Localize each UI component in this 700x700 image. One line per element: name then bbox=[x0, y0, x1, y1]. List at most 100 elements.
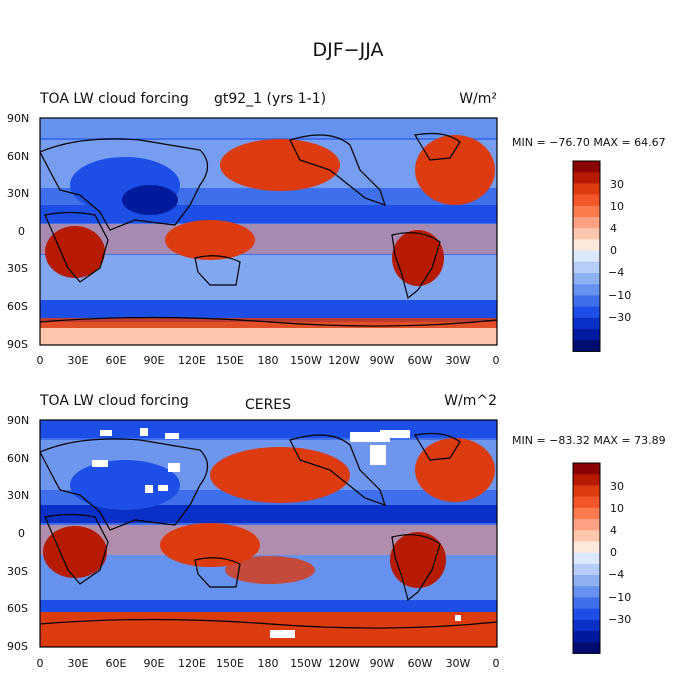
panel-2-xtick: 150E bbox=[216, 657, 244, 670]
panel-1-xtick: 60W bbox=[408, 354, 433, 367]
panel-2-ytick: 60N bbox=[7, 452, 29, 465]
panel-1-xtick: 120E bbox=[178, 354, 206, 367]
panel-1-colorbar-swatches bbox=[572, 160, 601, 352]
colorbar-swatch bbox=[573, 608, 600, 621]
panel-1: TOA LW cloud forcing gt92_1 (yrs 1-1) W/… bbox=[7, 91, 666, 367]
panel-1-xtick: 90W bbox=[370, 354, 395, 367]
colorbar-swatch bbox=[573, 295, 600, 307]
panel-1-xtick: 30W bbox=[446, 354, 471, 367]
colorbar-swatch bbox=[573, 463, 600, 475]
panel-2-xtick: 0 bbox=[493, 657, 500, 670]
panel-2-xtick: 90W bbox=[370, 657, 395, 670]
panel-2-xtick: 90E bbox=[144, 657, 165, 670]
panel-2-patch-asia bbox=[70, 460, 180, 510]
colorbar-swatch bbox=[573, 161, 600, 173]
panel-2-ytick: 60S bbox=[7, 602, 28, 615]
colorbar-swatch bbox=[573, 619, 600, 632]
colorbar-swatch bbox=[573, 340, 600, 352]
panel-1-cb-label: 30 bbox=[610, 178, 624, 191]
panel-1-frame bbox=[39, 117, 498, 346]
panel-1-ytick: 90S bbox=[7, 338, 28, 351]
panel-2-patch-maritime bbox=[160, 523, 260, 567]
panel-1-cb-label: −4 bbox=[608, 266, 624, 279]
panel-1-patch-africa bbox=[45, 226, 105, 278]
panel-2-xtick: 180 bbox=[258, 657, 279, 670]
colorbar-swatch bbox=[573, 485, 600, 497]
panel-2-patch-n-atlantic bbox=[415, 438, 495, 502]
colorbar-swatch bbox=[573, 552, 600, 565]
panel-2-cb-label: −4 bbox=[608, 568, 624, 581]
panel-1-xtick: 0 bbox=[37, 354, 44, 367]
panel-2-xtick: 30W bbox=[446, 657, 471, 670]
panel-1-band-polar-north bbox=[40, 118, 497, 138]
colorbar-swatch bbox=[573, 575, 600, 587]
panel-2-xtick: 120W bbox=[328, 657, 360, 670]
panel-2-ytick: 90N bbox=[7, 414, 29, 427]
panel-2-cb-label: 10 bbox=[610, 502, 624, 515]
colorbar-swatch bbox=[573, 496, 600, 509]
panel-1-map bbox=[39, 117, 498, 346]
panel-1-xtick: 150E bbox=[216, 354, 244, 367]
colorbar-swatch bbox=[573, 194, 600, 207]
colorbar-swatch bbox=[573, 530, 600, 542]
figure-title: DJF−JJA bbox=[313, 39, 384, 61]
colorbar-swatch bbox=[573, 217, 600, 229]
panel-1-patch-maritime bbox=[165, 220, 255, 260]
panel-2-patch-africa bbox=[43, 526, 107, 578]
panel-2-xtick: 120E bbox=[178, 657, 206, 670]
colorbar-swatch bbox=[573, 519, 600, 531]
colorbar-swatch bbox=[573, 631, 600, 643]
colorbar-swatch bbox=[573, 205, 600, 218]
colorbar-swatch bbox=[573, 317, 600, 330]
panel-1-cb-label: 4 bbox=[610, 222, 617, 235]
colorbar-swatch bbox=[573, 507, 600, 520]
panel-1-xtick: 30E bbox=[68, 354, 89, 367]
colorbar-swatch bbox=[573, 306, 600, 319]
panel-2-colorbar-swatches bbox=[572, 462, 601, 654]
panel-2-cb-label: 0 bbox=[610, 546, 617, 559]
panel-1-ytick: 60S bbox=[7, 300, 28, 313]
panel-2-colorbar: 30 10 4 0 −4 −10 −30 bbox=[572, 462, 631, 654]
panel-1-patch-s-america bbox=[392, 230, 444, 286]
panel-1-y-ticks: 90N 60N 30N 0 30S 60S 90S bbox=[7, 112, 29, 351]
colorbar-swatch bbox=[573, 474, 600, 486]
panel-1-ytick: 0 bbox=[18, 225, 25, 238]
panel-2-coastlines bbox=[39, 432, 498, 629]
panel-2-missing-data bbox=[92, 428, 461, 638]
colorbar-frame bbox=[572, 462, 601, 654]
colorbar-swatch bbox=[573, 586, 600, 598]
panel-2-ytick: 30N bbox=[7, 489, 29, 502]
panel-2-cb-label: 4 bbox=[610, 524, 617, 537]
panel-1-cb-label: −10 bbox=[608, 289, 631, 302]
panel-1-xtick: 150W bbox=[290, 354, 322, 367]
panel-2-ytick: 90S bbox=[7, 640, 28, 653]
panel-2-band-north-storm bbox=[40, 505, 497, 523]
panel-2-xtick: 60E bbox=[106, 657, 127, 670]
panel-2-band-south-midlat bbox=[40, 600, 497, 612]
panel-1-xtick: 90E bbox=[144, 354, 165, 367]
panel-2-xtick: 0 bbox=[37, 657, 44, 670]
panel-1-ytick: 60N bbox=[7, 150, 29, 163]
panel-2-patch-s-america bbox=[390, 532, 446, 588]
panel-2-colorbar-labels: 30 10 4 0 −4 −10 −30 bbox=[608, 480, 631, 626]
panel-1-ytick: 90N bbox=[7, 112, 29, 125]
colorbar-swatch bbox=[573, 284, 600, 296]
panel-1-patch-n-pacific bbox=[220, 139, 340, 191]
panel-2-xtick: 30E bbox=[68, 657, 89, 670]
panel-1-cb-label: 0 bbox=[610, 244, 617, 257]
panel-1-colorbar: 30 10 4 0 −4 −10 −30 bbox=[572, 160, 631, 352]
panel-2-patch-s-pacific bbox=[225, 556, 315, 584]
panel-1-title-left: TOA LW cloud forcing bbox=[39, 91, 189, 107]
panel-2-ytick: 0 bbox=[18, 527, 25, 540]
colorbar-swatch bbox=[573, 642, 600, 654]
panel-2: TOA LW cloud forcing CERES W/m^2 MIN = −… bbox=[7, 393, 666, 670]
panel-2-map bbox=[39, 419, 498, 648]
panel-2-y-ticks: 90N 60N 30N 0 30S 60S 90S bbox=[7, 414, 29, 653]
panel-1-cb-label: −30 bbox=[608, 311, 631, 324]
panel-1-stats: MIN = −76.70 MAX = 64.67 bbox=[512, 136, 666, 149]
panel-1-xtick: 180 bbox=[258, 354, 279, 367]
colorbar-swatch bbox=[573, 329, 600, 341]
panel-2-xtick: 60W bbox=[408, 657, 433, 670]
colorbar-swatch bbox=[573, 228, 600, 240]
colorbar-frame bbox=[572, 160, 601, 352]
